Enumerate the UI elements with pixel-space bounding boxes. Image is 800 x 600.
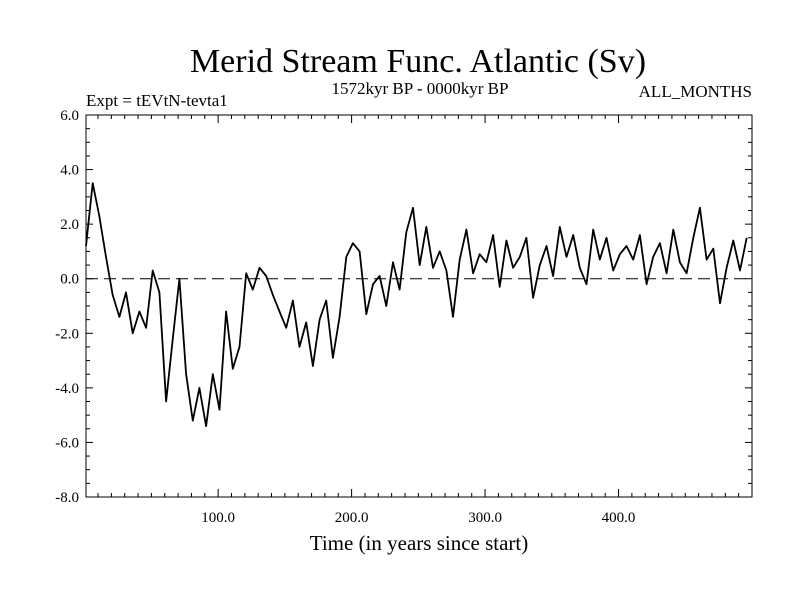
plot-frame xyxy=(85,114,753,498)
x-tick-label: 200.0 xyxy=(335,510,369,526)
subtitle-center: 1572kyr BP - 0000kyr BP xyxy=(332,79,509,98)
y-tick-label: -6.0 xyxy=(55,435,79,451)
y-tick-label: 4.0 xyxy=(60,163,79,179)
y-tick-label: -4.0 xyxy=(55,381,79,397)
subtitle-right: ALL_MONTHS xyxy=(639,82,752,101)
chart-title: Merid Stream Func. Atlantic (Sv) xyxy=(190,43,646,80)
plot-area: -8.0 -6.0 -4.0 -2.0 0.0 2.0 4.0 6.0 100.0 200.0 30… xyxy=(55,108,752,526)
x-tick-label: 400.0 xyxy=(602,510,636,526)
subtitle-left: Expt = tEVtN-tevta1 xyxy=(86,91,228,110)
series-line xyxy=(85,182,748,428)
x-tick-label: 100.0 xyxy=(201,510,235,526)
y-tick-label: 2.0 xyxy=(60,217,79,233)
y-tick-label: 6.0 xyxy=(60,108,79,124)
y-tick-label: -8.0 xyxy=(55,490,79,506)
y-tick-label: -2.0 xyxy=(55,326,79,342)
x-axis-label: Time (in years since start) xyxy=(310,531,529,555)
y-tick-label: 0.0 xyxy=(60,272,79,288)
x-tick-label: 300.0 xyxy=(468,510,502,526)
